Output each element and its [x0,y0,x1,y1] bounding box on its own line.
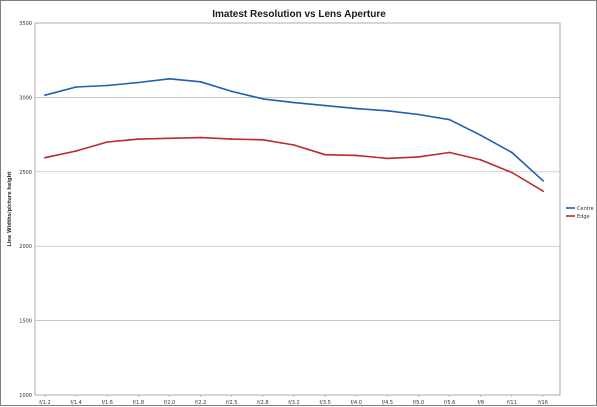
data-point-edge [386,157,389,160]
y-tick-label: 3000 [19,95,32,101]
x-tick-label: f/3.2 [288,400,299,406]
data-point-edge [355,154,358,157]
x-tick-label: f/2.8 [257,400,268,406]
data-point-centre [510,151,513,154]
data-point-centre [355,107,358,110]
y-axis-title: Line Widths/picture height [7,171,13,247]
x-tick-label: f/4.0 [351,400,362,406]
y-tick-labels: 1000 1500 2000 2500 3000 3500 [19,21,32,399]
y-tick-label: 3500 [19,21,32,27]
data-point-centre [75,86,78,88]
data-point-centre [261,97,264,100]
x-tick-label: f/11 [507,400,517,406]
y-tick-label: 2500 [19,170,32,176]
data-point-edge [510,171,513,174]
x-tick-label: f/4.5 [382,400,393,406]
x-tick-label: f/1.4 [70,400,81,406]
x-tick-label: f/8 [477,400,484,406]
data-point-centre [168,77,171,80]
data-point-edge [324,153,327,156]
x-tick-label: f/1.8 [133,400,144,406]
data-point-centre [106,84,109,87]
data-point-centre [199,80,202,83]
x-tick-label: f/2.2 [195,400,206,406]
data-point-centre [230,90,233,93]
data-point-centre [137,81,140,84]
y-tick-label: 1500 [19,319,32,325]
data-point-edge [448,151,451,154]
data-point-centre [417,113,420,116]
legend-label: Centre [577,206,594,212]
data-point-edge [137,138,140,140]
x-tick-label: f/16 [538,400,548,406]
y-tick-label: 1000 [19,393,32,399]
legend-label: Edge [577,214,590,220]
data-point-centre [44,94,46,97]
data-point-centre [293,101,295,104]
x-tick-label: f/2.0 [164,400,175,406]
data-point-edge [479,158,482,161]
x-tick-label: f/1.2 [39,400,50,406]
data-point-edge [44,156,46,159]
x-tick-label: f/3.5 [319,400,330,406]
y-tick-label: 2000 [19,244,32,250]
data-point-edge [293,144,295,146]
series-layer [44,77,544,193]
data-point-edge [75,150,78,152]
data-point-edge [199,136,202,139]
data-point-centre [448,118,451,121]
data-point-edge [417,156,420,158]
x-tick-label: f/5.0 [413,400,424,406]
data-point-edge [106,141,109,143]
legend-item: Centre [566,206,594,212]
data-point-edge [230,138,233,140]
data-point-centre [542,179,544,182]
x-tick-label: f/5.6 [444,400,455,406]
legend: Centre Edge [566,206,594,220]
data-point-centre [479,134,482,137]
data-point-centre [386,109,389,112]
chart-title: Imatest Resolution vs Lens Aperture [212,9,386,20]
data-point-edge [542,190,544,193]
plot-area [34,22,561,396]
x-tick-label: f/1.6 [102,400,113,406]
x-tick-labels: f/1.2 f/1.4 f/1.6 f/1.8 f/2.0 f/2.2 f/2.5 f/2.8… [39,395,548,406]
grid-layer [35,97,560,321]
legend-item: Edge [566,214,590,220]
data-point-centre [324,104,327,107]
x-tick-label: f/2.5 [226,400,237,406]
data-point-edge [168,137,171,140]
data-point-edge [261,138,264,141]
